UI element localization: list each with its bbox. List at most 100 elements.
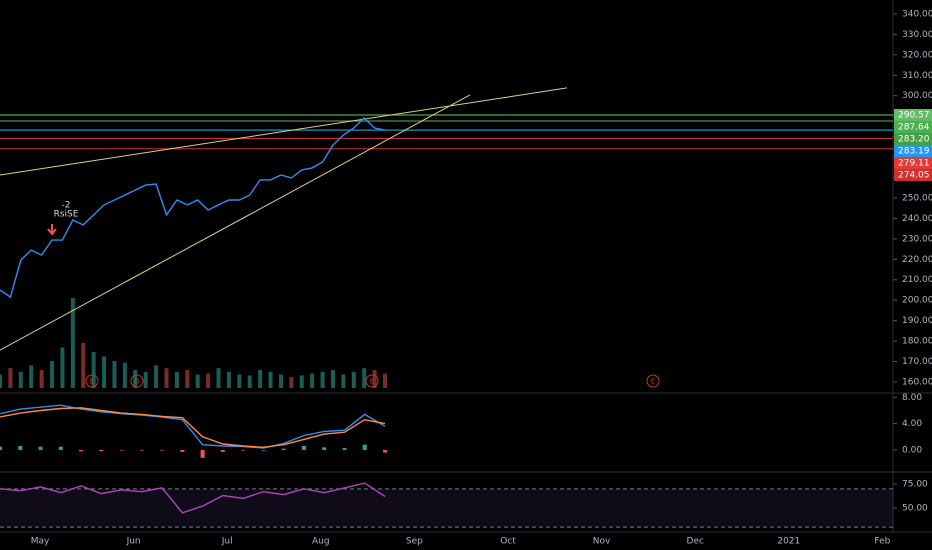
price-tag <box>894 144 932 157</box>
y-tick-label: 190.00 <box>902 316 932 326</box>
volume-bar <box>206 373 211 388</box>
macd-histogram-bar <box>362 444 367 450</box>
price-line <box>0 117 386 299</box>
price-tag-label: 290.57 <box>898 110 930 120</box>
y-tick-label: 200.00 <box>902 296 932 306</box>
volume-bar <box>112 361 117 388</box>
macd-histogram-bar <box>180 449 185 452</box>
x-tick-label: Jun <box>126 537 141 547</box>
volume-bar <box>330 370 335 388</box>
volume-bar <box>29 365 34 388</box>
x-tick-label: Jul <box>221 537 233 547</box>
macd-histogram-bar <box>281 448 286 450</box>
volume-bar <box>39 370 44 388</box>
volume-bar <box>237 374 242 388</box>
x-tick-label: Aug <box>312 537 330 547</box>
price-tag-label: 283.20 <box>898 134 930 144</box>
price-tag <box>894 156 932 169</box>
volume-bar <box>143 371 148 388</box>
event-label: E <box>370 378 374 386</box>
annotation: -2 <box>62 201 71 211</box>
y-tick-label: 160.00 <box>902 377 932 387</box>
macd-histogram-bar <box>241 449 246 451</box>
y-tick-label: 240.00 <box>902 214 932 224</box>
macd-histogram-bar <box>79 449 84 452</box>
volume-bar <box>320 371 325 388</box>
event-label: D <box>134 378 139 386</box>
y-tick-label: 310.00 <box>902 71 932 81</box>
volume-bar <box>70 298 75 388</box>
macd-histogram-bar <box>342 447 347 450</box>
volume-bar <box>226 371 231 388</box>
volume-bar <box>289 377 294 388</box>
volume-bar <box>383 373 387 388</box>
macd-line <box>0 404 386 449</box>
y-tick-label: 340.00 <box>902 9 932 19</box>
signal-arrow <box>47 224 57 236</box>
price-tag-label: 283.19 <box>898 146 930 156</box>
y-tick-label: 230.00 <box>902 234 932 244</box>
y-tick-label: 170.00 <box>902 357 932 367</box>
volume-bar <box>362 368 367 388</box>
price-tag <box>894 108 932 121</box>
trend-line <box>0 87 568 176</box>
price-tag-label: 274.05 <box>898 170 930 180</box>
macd-histogram-bar <box>160 449 165 451</box>
volume-bar <box>268 371 273 388</box>
price-tag <box>894 168 932 181</box>
x-tick-label: May <box>31 537 50 547</box>
price-tag <box>894 132 932 145</box>
macd-histogram-bar <box>99 449 104 452</box>
volume-bar <box>91 352 96 388</box>
macd-line <box>0 407 386 449</box>
volume-bar <box>154 365 159 388</box>
volume-bar <box>351 371 356 388</box>
macd-histogram-bar <box>139 449 144 451</box>
rsi-line <box>0 482 386 514</box>
volume-bar <box>81 343 86 388</box>
price-tag-label: 279.11 <box>898 158 930 168</box>
x-tick-label: Feb <box>874 537 890 547</box>
macd-histogram-bar <box>18 445 23 450</box>
volume-bar <box>258 370 263 388</box>
event-marker <box>646 374 660 388</box>
macd-histogram-bar <box>220 449 225 452</box>
volume-bar <box>299 375 304 388</box>
volume-bar <box>372 370 377 388</box>
macd-histogram-bar <box>38 446 43 450</box>
volume-bar <box>102 356 107 388</box>
event-label: E <box>651 378 655 386</box>
volume-bar <box>174 371 179 388</box>
event-marker <box>365 374 379 388</box>
macd-histogram-bar <box>261 449 266 451</box>
volume-bar <box>185 370 190 388</box>
volume-bar <box>8 368 13 388</box>
y-tick-label: 300.00 <box>902 91 932 101</box>
volume-bar <box>122 362 127 388</box>
y-tick-label: 8.00 <box>902 393 922 403</box>
event-label: E <box>90 378 94 386</box>
x-tick-label: Oct <box>500 537 516 547</box>
x-tick-label: Nov <box>593 537 611 547</box>
y-tick-label: 180.00 <box>902 337 932 347</box>
y-tick-label: 50.00 <box>902 503 928 513</box>
event-marker <box>85 374 99 388</box>
x-tick-label: 2021 <box>777 537 800 547</box>
volume-bar <box>310 373 315 388</box>
y-tick-label: 4.00 <box>902 419 922 429</box>
y-tick-label: 75.00 <box>902 480 928 490</box>
volume-bar <box>18 371 23 388</box>
event-marker <box>130 374 144 388</box>
y-tick-label: 330.00 <box>902 30 932 40</box>
volume-bar <box>0 374 2 388</box>
y-tick-label: 220.00 <box>902 255 932 265</box>
y-tick-label: 0.00 <box>902 445 922 455</box>
trend-line <box>0 94 471 351</box>
macd-histogram-bar <box>322 447 327 450</box>
y-tick-label: 320.00 <box>902 50 932 60</box>
volume-bar <box>164 368 169 388</box>
volume-bar <box>216 368 221 388</box>
annotation: RsiSE <box>54 210 79 220</box>
macd-histogram-bar <box>119 449 124 451</box>
